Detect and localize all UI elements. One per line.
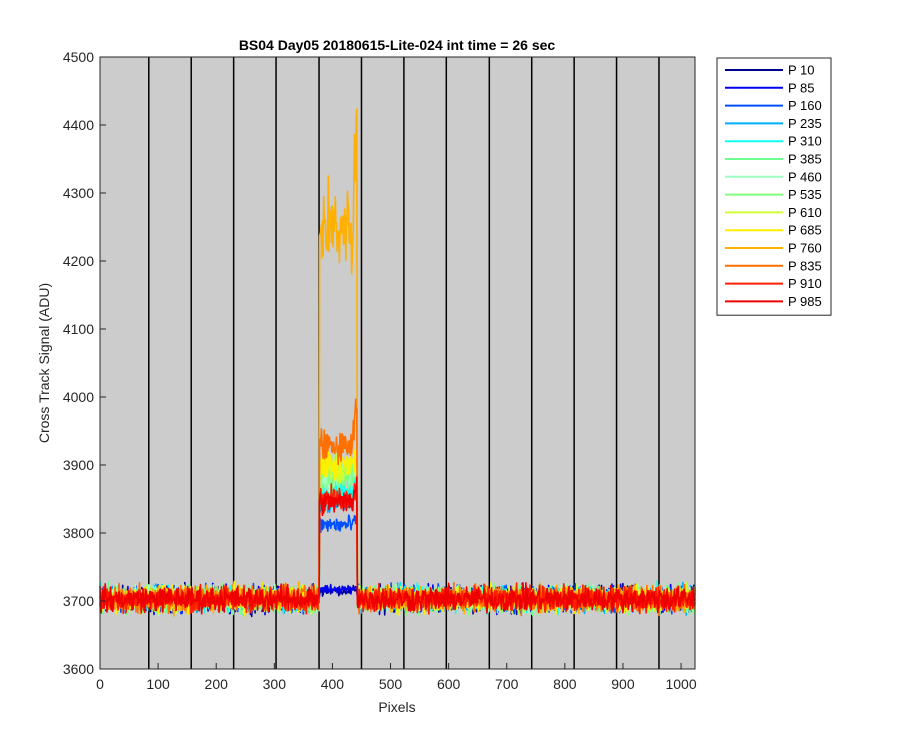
legend-label: P 985 — [788, 294, 822, 309]
legend-label: P 385 — [788, 152, 822, 167]
plot-background — [100, 57, 695, 669]
x-tick-label: 400 — [321, 676, 345, 692]
x-tick-label: 200 — [205, 676, 229, 692]
series-line — [99, 476, 696, 615]
legend-label: P 535 — [788, 187, 822, 202]
y-tick-label: 3600 — [63, 661, 94, 677]
y-tick-label: 4500 — [63, 49, 94, 65]
legend-box — [716, 57, 832, 316]
x-axis-title: Pixels — [378, 699, 415, 715]
y-tick-label: 3900 — [63, 457, 94, 473]
x-tick-label: 600 — [437, 676, 461, 692]
legend-label: P 610 — [788, 205, 822, 220]
legend-label: P 460 — [788, 169, 822, 184]
legend-label: P 310 — [788, 134, 822, 149]
x-tick-label: 1000 — [665, 676, 696, 692]
x-tick-label: 700 — [495, 676, 519, 692]
legend-label: P 760 — [788, 241, 822, 256]
plot-frame — [99, 56, 696, 670]
x-tick-label: 800 — [553, 676, 577, 692]
y-tick-label: 4100 — [63, 321, 94, 337]
legend-label: P 235 — [788, 116, 822, 131]
x-tick-label: 300 — [263, 676, 287, 692]
x-tick-label: 0 — [96, 676, 104, 692]
y-axis-title: Cross Track Signal (ADU) — [36, 283, 52, 443]
y-tick-label: 3800 — [63, 525, 94, 541]
x-tick-label: 500 — [379, 676, 403, 692]
legend-label: P 10 — [788, 63, 815, 78]
chart-title: BS04 Day05 20180615-Lite-024 int time = … — [239, 37, 556, 53]
legend-label: P 85 — [788, 80, 815, 95]
y-tick-label: 4300 — [63, 185, 94, 201]
legend: P 10 P 85 P 160 P 235 P 310 P 385 P 460 P 535 P … — [716, 57, 832, 316]
legend-label: P 685 — [788, 223, 822, 238]
y-tick-label: 4400 — [63, 117, 94, 133]
x-tick-label: 100 — [146, 676, 170, 692]
legend-label: P 160 — [788, 98, 822, 113]
legend-label: P 910 — [788, 276, 822, 291]
x-axis: 0 100 200 300 400 500 600 700 800 900 1000 — [96, 663, 697, 692]
x-tick-label: 900 — [611, 676, 635, 692]
legend-label: P 835 — [788, 258, 822, 273]
y-tick-label: 3700 — [63, 593, 94, 609]
series-layer — [99, 108, 696, 618]
y-axis: 3600 3700 3800 3900 4000 4100 4200 4300 4400 4500 — [63, 49, 106, 677]
y-tick-label: 4000 — [63, 389, 94, 405]
y-tick-label: 4200 — [63, 253, 94, 269]
